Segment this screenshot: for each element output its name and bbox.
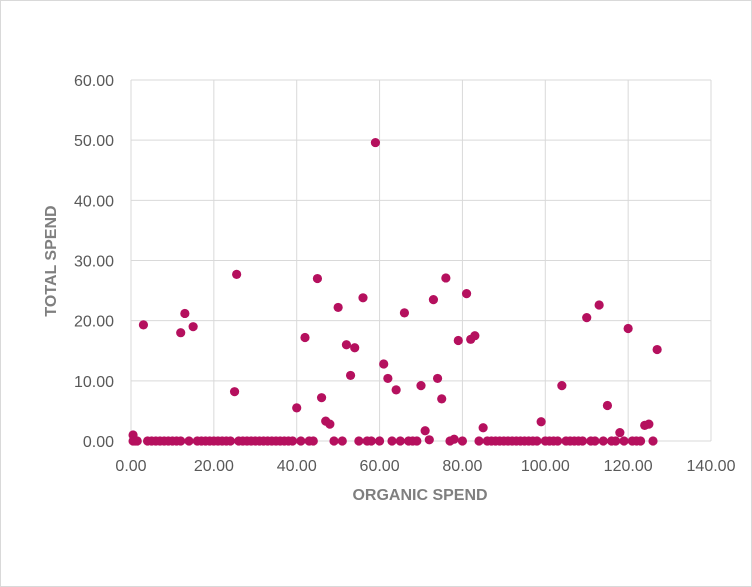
x-tick-label: 100.00 (521, 458, 570, 475)
y-tick-label: 0.00 (83, 434, 114, 451)
data-point (602, 400, 613, 411)
data-point (461, 288, 472, 299)
data-point (420, 426, 430, 436)
data-point (312, 273, 323, 284)
data-point (287, 436, 298, 446)
data-point (176, 328, 186, 338)
data-point (644, 419, 654, 429)
y-tick-label: 40.00 (74, 193, 114, 210)
data-point (577, 436, 588, 446)
x-tick-label: 0.00 (115, 458, 146, 475)
data-point (325, 419, 335, 429)
data-point (176, 436, 186, 446)
data-point (594, 300, 604, 310)
x-tick-label: 140.00 (687, 458, 736, 475)
data-point (184, 436, 194, 446)
data-point (358, 293, 368, 303)
data-point (232, 269, 242, 279)
x-tick-label: 120.00 (604, 458, 653, 475)
data-point (333, 302, 343, 313)
x-tick-label: 80.00 (442, 458, 482, 475)
y-axis-title: TOTAL SPEND (43, 205, 60, 316)
data-point (648, 436, 658, 446)
data-point (341, 340, 352, 350)
x-tick-labels: 0.00 20.00 40.00 60.00 80.00 100.00 120.00 140.… (115, 458, 735, 475)
data-point (316, 393, 327, 403)
y-tick-label: 60.00 (74, 73, 114, 90)
x-tick-label: 20.00 (194, 458, 234, 475)
data-point (387, 436, 397, 446)
data-point (598, 436, 608, 446)
x-axis-title: ORGANIC SPEND (352, 487, 487, 504)
data-point (432, 373, 443, 384)
data-point (329, 436, 339, 446)
data-point (379, 359, 389, 369)
data-point (532, 436, 542, 446)
data-point (582, 313, 592, 323)
data-point (354, 436, 364, 446)
data-point (470, 331, 480, 341)
data-point (366, 436, 376, 446)
data-point (445, 436, 455, 446)
data-point (536, 417, 546, 427)
data-point (180, 308, 190, 319)
y-tick-label: 10.00 (74, 374, 114, 391)
y-tick-label: 20.00 (74, 314, 114, 331)
data-point (619, 436, 629, 446)
data-point (623, 323, 633, 334)
data-point (453, 335, 463, 346)
x-tick-label: 40.00 (277, 458, 317, 475)
y-tick-label: 50.00 (74, 133, 114, 150)
data-point (416, 381, 426, 391)
data-point (225, 436, 236, 446)
data-points (128, 137, 662, 446)
data-point (590, 436, 600, 446)
data-point (395, 436, 405, 446)
data-point (138, 320, 149, 330)
data-point (424, 435, 434, 445)
data-point (557, 381, 567, 391)
data-point (374, 436, 385, 446)
data-point (474, 436, 484, 446)
data-point (345, 370, 356, 381)
x-tick-label: 60.00 (360, 458, 400, 475)
data-point (412, 436, 422, 446)
data-point (132, 436, 142, 446)
data-point (296, 436, 306, 446)
data-point (370, 137, 381, 148)
data-point (553, 436, 563, 446)
data-point (635, 436, 646, 446)
data-point (441, 273, 451, 283)
data-point (229, 387, 240, 397)
data-point (292, 403, 302, 413)
data-point (457, 436, 468, 446)
y-tick-label: 30.00 (74, 254, 114, 271)
data-point (399, 308, 410, 318)
data-point (478, 423, 488, 433)
data-point (437, 394, 447, 404)
data-point (383, 373, 393, 384)
data-point (300, 332, 310, 343)
data-point (611, 436, 621, 446)
data-point (652, 344, 662, 355)
data-point (350, 343, 360, 353)
data-point (337, 436, 347, 446)
data-point (188, 322, 198, 332)
data-point (615, 427, 625, 438)
data-point (428, 295, 439, 305)
data-point (308, 436, 318, 446)
data-point (391, 385, 401, 395)
y-tick-labels: 0.00 10.00 20.00 30.00 40.00 50.00 60.00 (74, 73, 114, 451)
